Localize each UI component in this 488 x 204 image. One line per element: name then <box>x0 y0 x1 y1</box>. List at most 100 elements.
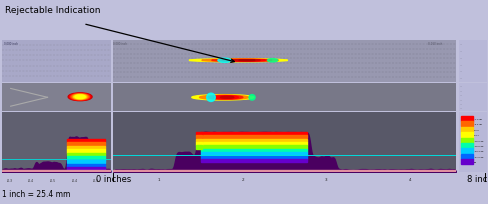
Ellipse shape <box>189 60 287 62</box>
Bar <box>67 164 105 167</box>
Ellipse shape <box>202 60 278 62</box>
Text: —: — <box>459 44 461 45</box>
Bar <box>67 143 105 146</box>
Text: -7.0 db: -7.0 db <box>458 118 466 119</box>
Ellipse shape <box>191 95 254 101</box>
Bar <box>200 156 306 159</box>
Text: 4: 4 <box>408 177 411 181</box>
Bar <box>200 139 306 142</box>
Text: —: — <box>459 108 461 109</box>
Text: 0.4 inch: 0.4 inch <box>458 102 468 106</box>
Ellipse shape <box>230 60 260 61</box>
Text: db: db <box>458 169 461 170</box>
Text: -15.5 db: -15.5 db <box>458 150 468 151</box>
Ellipse shape <box>206 94 215 102</box>
Text: 3: 3 <box>325 177 327 181</box>
Bar <box>200 142 306 146</box>
Text: -0.5: -0.5 <box>93 178 99 182</box>
Text: -13.7: -13.7 <box>473 134 479 135</box>
Bar <box>195 146 202 149</box>
Text: 0.3 inch: 0.3 inch <box>458 98 468 102</box>
Bar <box>200 132 306 135</box>
Bar <box>460 154 472 159</box>
Text: 8.160 inch: 8.160 inch <box>427 42 442 46</box>
Text: —: — <box>459 78 461 79</box>
Text: -20.3 db: -20.3 db <box>458 156 468 157</box>
Bar <box>67 146 105 150</box>
Text: -13.7: -13.7 <box>458 137 464 138</box>
Bar <box>67 160 105 164</box>
Bar <box>67 167 105 171</box>
Ellipse shape <box>221 60 265 62</box>
Text: 2: 2 <box>241 177 244 181</box>
Text: -15.5 db: -15.5 db <box>473 145 483 146</box>
Ellipse shape <box>68 93 92 101</box>
Bar <box>460 160 472 164</box>
Ellipse shape <box>199 96 248 100</box>
Ellipse shape <box>72 95 88 100</box>
Text: -20.3 db: -20.3 db <box>473 151 483 152</box>
Text: —: — <box>459 71 461 72</box>
Text: 1 inch = 25.4 mm: 1 inch = 25.4 mm <box>2 189 71 198</box>
Bar <box>460 122 472 127</box>
Ellipse shape <box>220 97 233 99</box>
Text: -27.0 db: -27.0 db <box>473 156 483 157</box>
Ellipse shape <box>71 94 89 100</box>
Ellipse shape <box>267 59 277 63</box>
Text: —: — <box>459 51 461 52</box>
Text: 0.2 inch: 0.2 inch <box>458 94 468 98</box>
Text: -0.5: -0.5 <box>50 178 56 182</box>
Text: -0.3: -0.3 <box>6 178 13 182</box>
Text: -12.5: -12.5 <box>473 129 479 130</box>
Text: -9.5 db: -9.5 db <box>473 124 481 125</box>
Text: Rejectable Indication: Rejectable Indication <box>5 6 100 15</box>
Text: -15.0 db: -15.0 db <box>458 143 468 144</box>
Text: 0.000 inch: 0.000 inch <box>4 42 18 46</box>
Text: -0.4: -0.4 <box>72 178 78 182</box>
Bar <box>67 150 105 153</box>
Text: —: — <box>459 58 461 59</box>
Bar <box>200 152 306 156</box>
Bar <box>460 149 472 154</box>
Text: 0.0 inch: 0.0 inch <box>458 43 468 47</box>
Ellipse shape <box>74 95 86 100</box>
Text: —: — <box>459 104 461 105</box>
Text: -7.0 db: -7.0 db <box>473 118 481 119</box>
Bar <box>67 157 105 160</box>
Bar <box>2 170 110 172</box>
Text: 0.000 inch: 0.000 inch <box>113 42 127 46</box>
Bar <box>200 146 306 149</box>
Text: —: — <box>459 95 461 96</box>
Bar <box>200 135 306 139</box>
Bar <box>195 139 202 142</box>
Text: —: — <box>459 91 461 92</box>
Text: -9.5 db: -9.5 db <box>458 125 466 126</box>
Text: -27.0 db: -27.0 db <box>458 162 468 163</box>
Text: 0.1 inch: 0.1 inch <box>458 89 468 93</box>
Bar <box>460 132 472 137</box>
Bar <box>460 127 472 132</box>
Ellipse shape <box>213 96 238 99</box>
Bar <box>200 149 306 152</box>
Text: 0.8 inch: 0.8 inch <box>458 70 468 74</box>
Text: 0.2 inch: 0.2 inch <box>458 50 468 54</box>
Bar <box>113 170 455 172</box>
Bar <box>195 142 202 146</box>
Text: —: — <box>459 65 461 66</box>
Text: —: — <box>459 86 461 87</box>
Ellipse shape <box>75 95 85 99</box>
Ellipse shape <box>248 95 255 101</box>
Text: -15.0 db: -15.0 db <box>473 140 483 141</box>
Bar <box>460 116 472 121</box>
Text: 1.0 inch: 1.0 inch <box>458 77 468 81</box>
Ellipse shape <box>211 60 271 62</box>
Text: 0.4 inch: 0.4 inch <box>458 57 468 60</box>
Ellipse shape <box>69 94 90 101</box>
Bar <box>460 143 472 148</box>
Ellipse shape <box>207 96 243 100</box>
Text: -0.4: -0.4 <box>28 178 34 182</box>
Ellipse shape <box>218 59 231 63</box>
Text: —: — <box>459 100 461 101</box>
Text: 8 inches: 8 inches <box>467 174 488 183</box>
Bar <box>195 132 202 135</box>
